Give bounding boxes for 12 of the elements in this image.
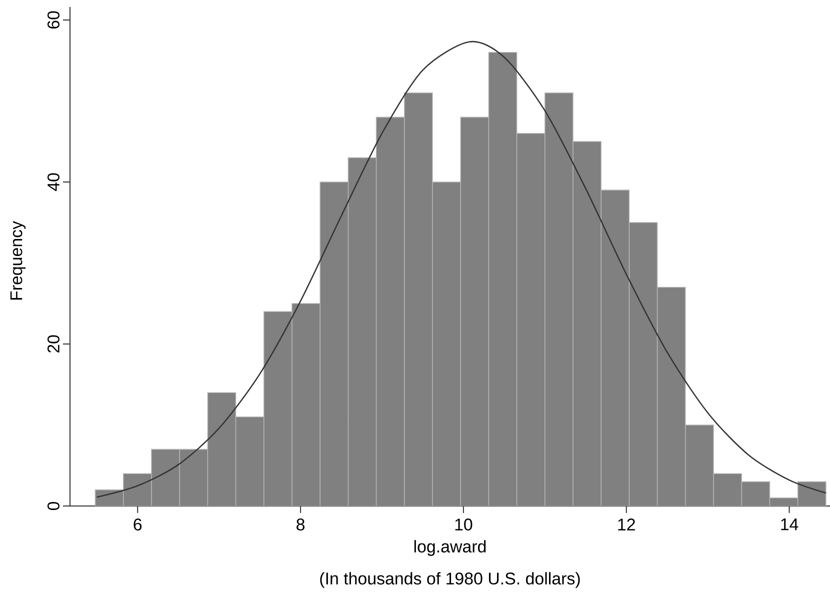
- y-tick-label: 40: [47, 173, 60, 191]
- y-tick-label: 0: [47, 502, 60, 510]
- y-tick-label: 60: [47, 11, 60, 29]
- y-tick-label: 20: [47, 335, 60, 353]
- x-tick-label: 6: [134, 518, 142, 531]
- x-tick-label: 14: [781, 518, 798, 530]
- x-axis-title: log.award: [414, 540, 486, 556]
- x-tick-label: 10: [455, 518, 472, 531]
- x-tick-label: 12: [618, 518, 635, 530]
- y-axis-title: Frequency: [10, 221, 26, 300]
- x-tick-label: 8: [296, 518, 305, 531]
- text: (In thousands of 1980 U.S. dollars): [320, 572, 580, 588]
